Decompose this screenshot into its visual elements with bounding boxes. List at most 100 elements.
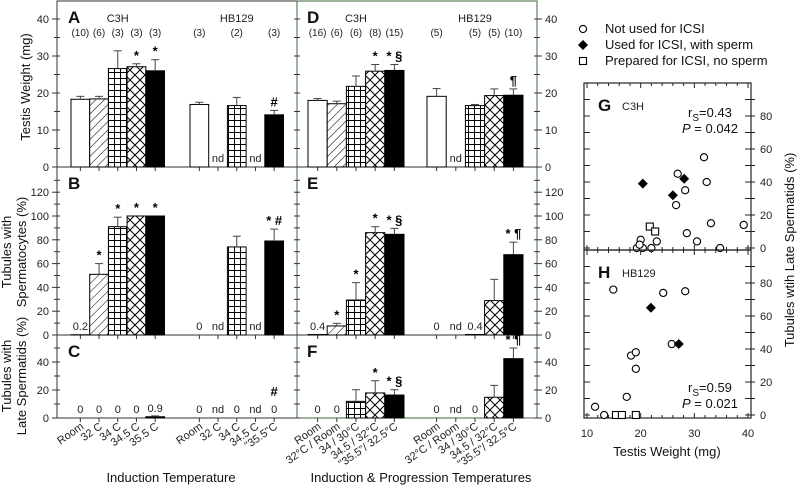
n-label: (3): [193, 28, 205, 39]
bar: [345, 85, 367, 168]
strain-label: HB129: [220, 13, 254, 25]
y-tick-label: 60: [37, 259, 49, 271]
scatter-frame: [583, 249, 752, 419]
p-number: = 0.042: [691, 121, 738, 136]
value-label: 0: [472, 404, 478, 416]
y-tick-label: 0: [760, 410, 766, 422]
n-label: (3): [268, 28, 280, 39]
y-tick-label: 60: [760, 144, 772, 156]
bar: [484, 396, 505, 419]
stat-r: r: [688, 105, 693, 120]
bar: [145, 416, 166, 419]
value-label: nd: [212, 404, 224, 416]
significance-marker: #: [271, 384, 279, 399]
panel-B: B 0 20 40 60 80 100 120 0.2 * * * * 0 nd nd * #: [31, 174, 300, 342]
value-label: 0.9: [148, 403, 163, 415]
value-label: nd: [212, 153, 224, 165]
bar: [484, 300, 505, 336]
bar: [384, 394, 405, 419]
bar: [503, 254, 524, 336]
value-label: 0: [115, 404, 121, 416]
point-not-used: [682, 228, 691, 238]
significance-marker: *: [353, 267, 359, 282]
point-used: [637, 178, 648, 189]
legend-label: Prepared for ICSI, no sperm: [605, 53, 768, 68]
point-not-used: [706, 219, 716, 228]
y-tick-label: 0: [43, 162, 49, 174]
significance-marker: *: [97, 248, 103, 263]
y-tick-label: 40: [545, 282, 557, 294]
y-tick-label: 10: [545, 125, 557, 137]
value-label: 0: [96, 404, 102, 416]
significance-marker: * ¶: [505, 332, 521, 347]
significance-marker: *: [153, 200, 159, 215]
point-not-used: [673, 169, 682, 178]
significance-marker: * §: [386, 212, 402, 227]
y-tick-label: 40: [37, 282, 49, 294]
point-not-used: [699, 153, 709, 162]
p-value: P = 0.042: [682, 121, 738, 136]
bar: [484, 95, 505, 168]
frame-mid: [296, 0, 538, 419]
c-y-axis-title-line1: Tubules with: [0, 340, 14, 413]
strain-label: C3H: [107, 13, 129, 25]
point-not-used: [692, 237, 702, 246]
point-not-used: [631, 364, 640, 373]
n-label: (16): [309, 28, 327, 39]
n-label: (3): [130, 28, 142, 39]
stat-subscript: S: [692, 388, 699, 399]
value-label: 0: [196, 404, 202, 416]
point-not-used: [600, 410, 609, 420]
panel-letter: A: [68, 8, 80, 27]
bar: [145, 70, 166, 168]
strain-label: HB129: [622, 268, 656, 280]
n-label: (15): [386, 28, 404, 39]
panel-letter: D: [307, 8, 319, 27]
bar: [503, 94, 524, 168]
bar: [107, 226, 128, 336]
point-not-used: [578, 24, 588, 34]
y-tick-label: 0: [545, 330, 551, 342]
point-not-used: [681, 287, 690, 296]
point-not-used: [739, 220, 748, 230]
value-label: 0.2: [73, 321, 88, 333]
n-label: (5): [488, 28, 500, 39]
correlation-stat: rS=0.43: [688, 105, 732, 124]
y-tick-label: 40: [545, 357, 557, 369]
n-label: (3): [112, 28, 124, 39]
panel-letter: B: [68, 174, 80, 193]
n-label: (3): [149, 28, 161, 39]
bar: [426, 95, 447, 168]
y-tick-label: 20: [545, 306, 557, 318]
significance-marker: *: [373, 211, 379, 226]
significance-marker: #: [271, 94, 279, 109]
bar: [107, 68, 128, 168]
bar: [365, 232, 386, 336]
bar: [264, 240, 284, 336]
y-tick-label: 60: [545, 259, 557, 271]
panel-A: A 0 10 20 30 40 C3H (10) (6) (3) (3) * (3) * HB129 (3) n…: [37, 8, 300, 174]
bar: [226, 246, 247, 336]
p-value: P = 0.021: [682, 396, 738, 411]
point-not-used: [702, 177, 711, 187]
value-label: nd: [249, 153, 261, 165]
bar: [70, 98, 91, 168]
n-label: (2): [231, 28, 243, 39]
value-label: nd: [249, 321, 261, 333]
point-prepared: [617, 410, 626, 420]
n-label: (10): [505, 28, 523, 39]
y-tick-label: 80: [760, 111, 772, 123]
y-tick-label: 30: [37, 51, 49, 63]
y-tick-label: 40: [760, 344, 772, 356]
point-not-used: [609, 285, 618, 294]
x-tick-label: 40: [742, 428, 754, 440]
y-tick-label: 20: [545, 385, 557, 397]
value-label: nd: [249, 404, 261, 416]
point-used: [679, 173, 690, 184]
scatter-x-axis-title: Testis Weight (mg): [613, 444, 720, 459]
panel-letter: G: [598, 96, 611, 115]
